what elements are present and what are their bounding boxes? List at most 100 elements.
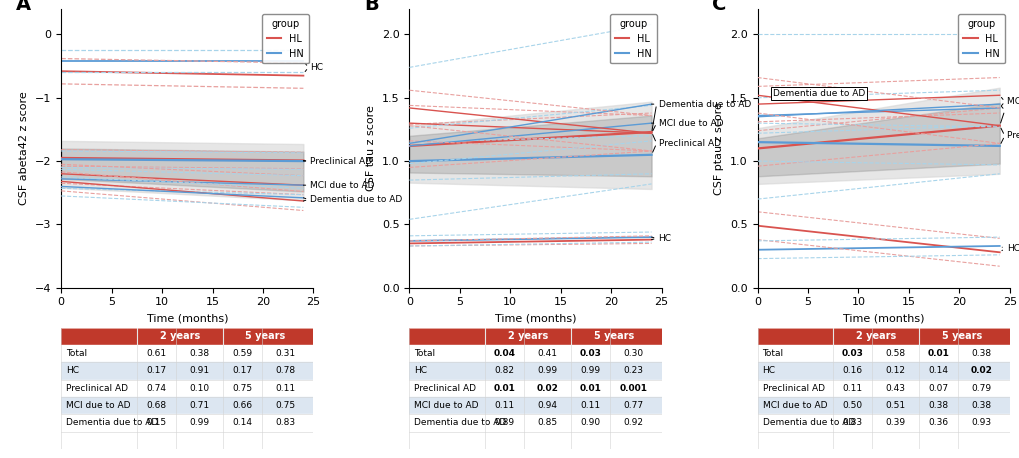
Y-axis label: CSF tau z score: CSF tau z score	[366, 105, 376, 191]
Text: 0.15: 0.15	[147, 419, 166, 427]
X-axis label: Time (months): Time (months)	[147, 313, 228, 323]
Text: 0.83: 0.83	[275, 419, 294, 427]
Bar	[409, 328, 661, 345]
Bar	[757, 362, 1009, 380]
Text: 0.11: 0.11	[580, 401, 600, 410]
Text: MCI due to AD: MCI due to AD	[414, 401, 479, 410]
Text: MCI due to AD: MCI due to AD	[658, 119, 722, 128]
Text: 0.61: 0.61	[147, 349, 166, 358]
Text: 0.38: 0.38	[190, 349, 209, 358]
Text: 0.03: 0.03	[841, 349, 863, 358]
Text: 0.31: 0.31	[275, 349, 294, 358]
Text: 0.14: 0.14	[927, 366, 948, 376]
Text: 0.03: 0.03	[579, 349, 601, 358]
Y-axis label: CSF ptau z score: CSF ptau z score	[713, 102, 723, 195]
Bar	[409, 345, 661, 362]
Bar	[409, 362, 661, 380]
Text: 0.82: 0.82	[494, 366, 515, 376]
Text: HC: HC	[1006, 244, 1019, 253]
Text: p-value: p-value	[428, 349, 466, 358]
Text: HC: HC	[762, 366, 774, 376]
X-axis label: Time (months): Time (months)	[842, 313, 923, 323]
Text: 0.001: 0.001	[619, 384, 647, 393]
Legend: HL, HN: HL, HN	[609, 14, 656, 64]
Text: 0.90: 0.90	[580, 419, 600, 427]
Text: HL × time: HL × time	[956, 349, 1006, 358]
Text: 5 years: 5 years	[246, 332, 285, 341]
Text: Dementia due to AD: Dementia due to AD	[66, 419, 158, 427]
Bar	[757, 328, 1009, 345]
Text: 0.07: 0.07	[927, 384, 948, 393]
Text: MCI due to AD: MCI due to AD	[66, 401, 130, 410]
Text: 0.99: 0.99	[190, 419, 209, 427]
Text: 0.12: 0.12	[884, 366, 905, 376]
Text: HL × time: HL × time	[607, 349, 657, 358]
Text: 2 years: 2 years	[160, 332, 200, 341]
Text: 0.04: 0.04	[493, 349, 515, 358]
Bar	[61, 362, 313, 380]
Bar	[61, 397, 313, 414]
Text: 0.41: 0.41	[537, 349, 557, 358]
Text: 2 years: 2 years	[507, 332, 547, 341]
Text: 0.02: 0.02	[969, 366, 991, 376]
Text: HL: HL	[931, 349, 945, 358]
Text: 0.10: 0.10	[190, 384, 209, 393]
Text: HL × time: HL × time	[260, 349, 310, 358]
Text: C: C	[711, 0, 726, 14]
Text: 0.36: 0.36	[927, 419, 948, 427]
Bar	[409, 414, 661, 431]
Bar	[757, 397, 1009, 414]
Text: 5 years: 5 years	[593, 332, 633, 341]
Text: 0.39: 0.39	[884, 419, 905, 427]
Text: 0.11: 0.11	[842, 384, 862, 393]
Text: Dementia due to AD: Dementia due to AD	[772, 89, 864, 98]
Text: Preclinical AD: Preclinical AD	[414, 384, 476, 393]
Text: MCI due to AD: MCI due to AD	[762, 401, 826, 410]
Bar	[757, 414, 1009, 431]
Text: 0.38: 0.38	[927, 401, 948, 410]
Text: HL × time: HL × time	[522, 349, 572, 358]
Text: 0.74: 0.74	[147, 384, 166, 393]
Text: HL × time: HL × time	[870, 349, 920, 358]
Text: 0.92: 0.92	[623, 419, 643, 427]
Text: HL: HL	[235, 349, 249, 358]
Text: Preclinical AD: Preclinical AD	[1006, 131, 1019, 140]
Text: 0.50: 0.50	[842, 401, 862, 410]
Bar	[409, 345, 661, 362]
Text: 0.94: 0.94	[537, 401, 557, 410]
Text: p-value: p-value	[775, 349, 813, 358]
Bar	[61, 414, 313, 431]
Text: 0.77: 0.77	[623, 401, 643, 410]
Text: Dementia due to AD: Dementia due to AD	[762, 419, 854, 427]
Text: HC: HC	[310, 63, 323, 72]
Text: 0.91: 0.91	[190, 366, 209, 376]
Text: 0.01: 0.01	[579, 384, 601, 393]
Text: Preclinical AD: Preclinical AD	[310, 157, 372, 166]
Text: HC: HC	[414, 366, 427, 376]
Text: 0.38: 0.38	[970, 401, 990, 410]
Text: 0.83: 0.83	[842, 419, 862, 427]
Text: 0.85: 0.85	[537, 419, 557, 427]
Text: HL: HL	[150, 349, 163, 358]
Text: 0.14: 0.14	[232, 419, 252, 427]
Text: 0.38: 0.38	[970, 349, 990, 358]
Bar	[61, 328, 313, 345]
Text: 0.79: 0.79	[970, 384, 990, 393]
Text: MCI due to AD: MCI due to AD	[1006, 97, 1019, 106]
Text: 0.58: 0.58	[884, 349, 905, 358]
X-axis label: Time (months): Time (months)	[494, 313, 576, 323]
Text: 0.75: 0.75	[275, 401, 294, 410]
Text: 2 years: 2 years	[855, 332, 896, 341]
Text: 0.17: 0.17	[232, 366, 252, 376]
Text: Dementia due to AD: Dementia due to AD	[310, 195, 403, 204]
Text: 5 years: 5 years	[941, 332, 981, 341]
Y-axis label: CSF abeta42 z score: CSF abeta42 z score	[19, 92, 30, 205]
Text: Preclinical AD: Preclinical AD	[66, 384, 128, 393]
Text: 0.43: 0.43	[884, 384, 905, 393]
Bar	[61, 345, 313, 362]
Text: 0.11: 0.11	[275, 384, 294, 393]
Legend: HL, HN: HL, HN	[957, 14, 1004, 64]
Bar	[409, 380, 661, 397]
Text: 0.99: 0.99	[537, 366, 557, 376]
Text: HL × time: HL × time	[174, 349, 224, 358]
